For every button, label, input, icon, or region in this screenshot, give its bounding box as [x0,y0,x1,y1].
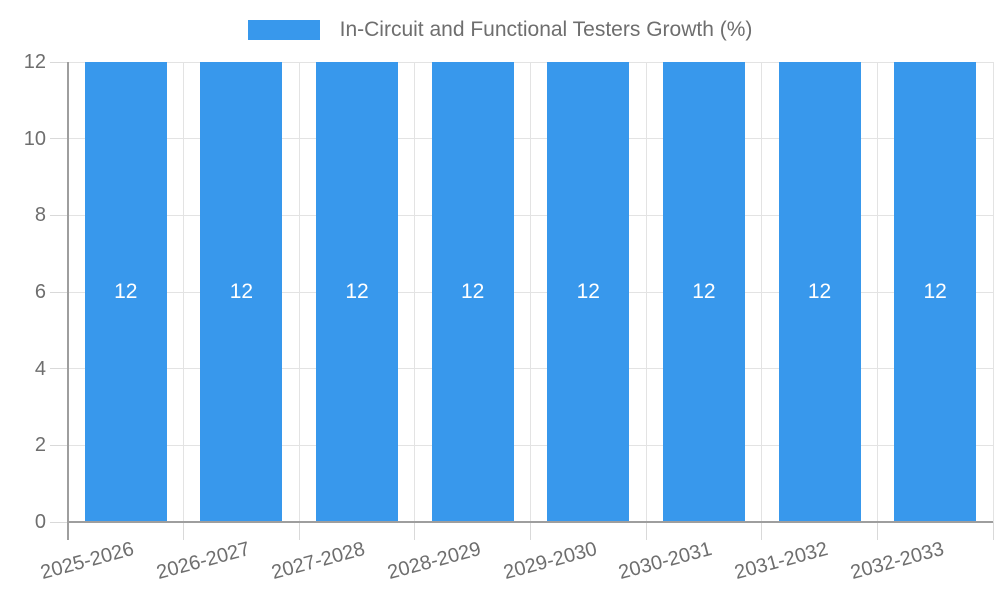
bar-value-label: 12 [114,280,138,303]
bar: 12 [894,62,977,522]
x-axis-tick [876,522,878,540]
x-axis-label: 2027-2028 [269,538,368,585]
x-gridline [992,62,994,522]
y-axis-tick [50,61,68,63]
bar-value-label: 12 [345,280,369,303]
bar-value-label: 12 [807,280,832,303]
legend-swatch-icon [247,20,320,40]
x-axis-line [68,521,993,523]
chart-legend[interactable]: In-Circuit and Functional Testers Growth… [0,18,1000,42]
x-axis-label: 2032-2033 [847,538,946,585]
x-gridline [876,62,878,522]
bar-value-label: 12 [692,280,716,303]
x-axis-label: 2028-2029 [385,538,484,585]
bar: 12 [84,62,167,522]
legend-label: In-Circuit and Functional Testers Growth… [339,18,753,41]
bar: 12 [662,62,745,522]
y-axis-label: 4 [34,357,46,380]
x-axis-tick [645,522,647,540]
y-axis-label: 0 [34,511,46,533]
x-axis-label: 2031-2032 [732,538,831,585]
y-axis-tick [50,214,68,216]
y-axis-label: 2 [34,434,46,457]
x-axis-tick [414,522,416,540]
x-gridline [645,62,647,522]
x-gridline [414,62,416,522]
x-axis-tick [298,522,300,540]
y-axis-tick [50,444,68,446]
bar: 12 [316,62,399,522]
y-axis-label: 6 [34,281,46,303]
bar-value-label: 12 [923,280,947,303]
y-axis-tick [50,368,68,370]
y-axis-tick [50,291,68,293]
bar: 12 [431,62,514,522]
bar: 12 [547,62,630,522]
x-axis-label: 2025-2026 [38,538,137,585]
y-axis-tick [50,138,68,140]
bar: 12 [778,62,861,522]
x-axis-tick [761,522,763,540]
bar-value-label: 12 [229,280,254,303]
bar-value-label: 12 [576,280,600,303]
y-axis-line [67,62,69,540]
x-axis-tick [530,522,531,540]
bar-value-label: 12 [461,280,485,303]
x-axis-label: 2026-2027 [154,538,253,585]
bar: 12 [200,62,283,522]
y-axis-tick [50,521,68,523]
x-gridline [298,62,300,522]
y-axis-label: 8 [34,204,46,227]
x-axis-label: 2030-2031 [616,538,715,585]
x-axis-tick [183,522,185,540]
x-gridline [761,62,763,522]
x-axis-label: 2029-2030 [500,538,600,585]
y-axis-label: 10 [23,127,46,150]
x-axis-tick [992,522,994,540]
y-axis-label: 12 [23,51,46,73]
x-gridline [183,62,185,522]
x-gridline [530,62,531,522]
